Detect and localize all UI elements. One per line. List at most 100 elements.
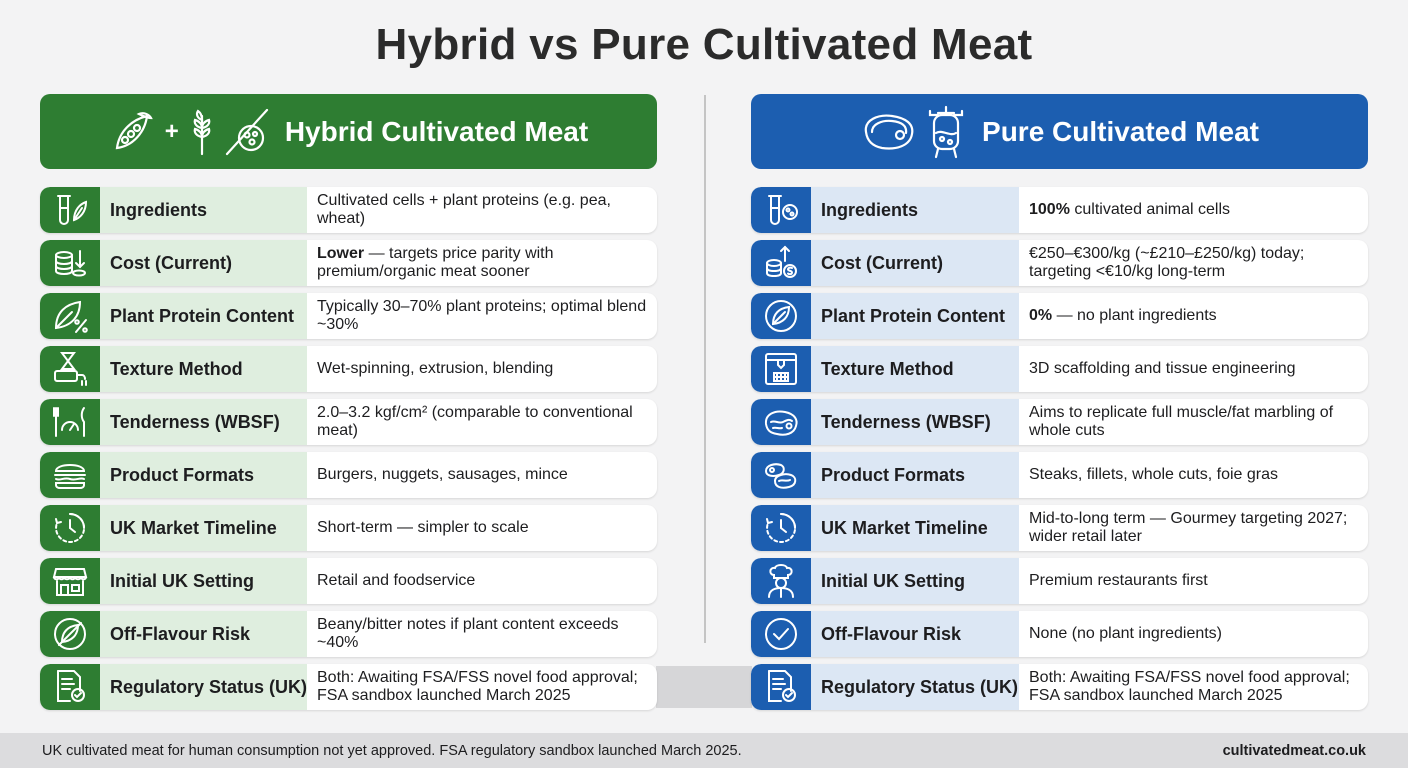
- store-icon: [40, 558, 100, 604]
- pure-row-regulatory: Regulatory Status (UK) Both: Awaiting FS…: [751, 664, 1368, 710]
- row-value: Burgers, nuggets, sausages, mince: [317, 466, 568, 483]
- pure-row-off-flavour: Off-Flavour Risk None (no plant ingredie…: [751, 611, 1368, 657]
- row-value: Typically 30–70% plant proteins; optimal…: [317, 298, 647, 333]
- row-value: 2.0–3.2 kgf/cm² (comparable to conventio…: [317, 404, 633, 439]
- row-label: UK Market Timeline: [811, 505, 1019, 551]
- pure-header: Pure Cultivated Meat: [751, 94, 1368, 169]
- pure-row-setting: Initial UK Setting Premium restaurants f…: [751, 558, 1368, 604]
- hybrid-row-plant-protein: Plant Protein Content Typically 30–70% p…: [40, 293, 657, 339]
- hybrid-row-ingredients: Ingredients Cultivated cells + plant pro…: [40, 187, 657, 233]
- row-value: €250–€300/kg (~£210–£250/kg) today; targ…: [1029, 245, 1305, 280]
- marbled-steak-icon: [751, 399, 811, 445]
- pure-header-icons: [860, 105, 966, 159]
- row-label: Product Formats: [100, 452, 307, 498]
- row-label: Regulatory Status (UK): [100, 664, 307, 710]
- no-leaf-icon: [40, 611, 100, 657]
- row-label: Tenderness (WBSF): [100, 399, 307, 445]
- pure-title: Pure Cultivated Meat: [982, 115, 1259, 147]
- hybrid-row-cost: Cost (Current) Lower — targets price par…: [40, 240, 657, 286]
- test-tube-leaf-icon: [40, 187, 100, 233]
- row-value: None (no plant ingredients): [1029, 625, 1223, 642]
- clock-icon: [751, 505, 811, 551]
- row-label: Texture Method: [811, 346, 1019, 392]
- row-value: Lower — targets price parity with premiu…: [317, 245, 554, 280]
- leaf-percent-icon: [40, 293, 100, 339]
- row-value: 3D scaffolding and tissue engineering: [1029, 360, 1296, 377]
- row-value: Steaks, fillets, whole cuts, foie gras: [1029, 466, 1278, 483]
- row-value: Both: Awaiting FSA/FSS novel food approv…: [317, 669, 638, 704]
- hybrid-header-icons: +: [109, 108, 269, 156]
- pure-row-formats: Product Formats Steaks, fillets, whole c…: [751, 452, 1368, 498]
- plus-sign: +: [164, 117, 179, 145]
- footer-note: UK cultivated meat for human consumption…: [42, 742, 742, 759]
- hybrid-header: + Hybrid Cultivated Meat: [40, 94, 657, 169]
- hybrid-title: Hybrid Cultivated Meat: [284, 115, 589, 147]
- pure-row-cost: Cost (Current) €250–€300/kg (~£210–£250/…: [751, 240, 1368, 286]
- pure-column: Pure Cultivated Meat Ingredients 100% cu…: [751, 94, 1368, 717]
- row-label: Cost (Current): [811, 240, 1019, 286]
- row-label: Regulatory Status (UK): [811, 664, 1019, 710]
- extruder-icon: [40, 346, 100, 392]
- row-label: Plant Protein Content: [811, 293, 1019, 339]
- wheat-icon: [187, 108, 217, 156]
- steak-icon: [860, 108, 918, 156]
- coins-down-icon: [40, 240, 100, 286]
- column-divider: [704, 95, 706, 643]
- hybrid-row-off-flavour: Off-Flavour Risk Beany/bitter notes if p…: [40, 611, 657, 657]
- shared-regulatory-bridge: [656, 666, 752, 708]
- cell-icon: [225, 108, 269, 156]
- test-tube-cell-icon: [751, 187, 811, 233]
- row-value: Cultivated cells + plant proteins (e.g. …: [317, 192, 611, 227]
- gauge-cutlery-icon: [40, 399, 100, 445]
- pure-rows: Ingredients 100% cultivated animal cells…: [751, 187, 1368, 710]
- row-value: Both: Awaiting FSA/FSS novel food approv…: [1029, 669, 1350, 704]
- document-badge-icon: [751, 664, 811, 710]
- row-value: Aims to replicate full muscle/fat marbli…: [1029, 404, 1334, 439]
- pea-pod-icon: [109, 108, 157, 156]
- document-badge-icon: [40, 664, 100, 710]
- row-value: 0% — no plant ingredients: [1029, 307, 1217, 324]
- footer-site-link[interactable]: cultivatedmeat.co.uk: [1222, 742, 1366, 759]
- hybrid-row-formats: Product Formats Burgers, nuggets, sausag…: [40, 452, 657, 498]
- row-label: Off-Flavour Risk: [811, 611, 1019, 657]
- row-label: Texture Method: [100, 346, 307, 392]
- hybrid-row-tenderness: Tenderness (WBSF) 2.0–3.2 kgf/cm² (compa…: [40, 399, 657, 445]
- row-value: Mid-to-long term — Gourmey targeting 202…: [1029, 510, 1348, 545]
- hybrid-row-regulatory: Regulatory Status (UK) Both: Awaiting FS…: [40, 664, 657, 710]
- check-circle-icon: [751, 611, 811, 657]
- row-value: 100% cultivated animal cells: [1029, 201, 1230, 218]
- chef-icon: [751, 558, 811, 604]
- row-label: UK Market Timeline: [100, 505, 307, 551]
- steaks-icon: [751, 452, 811, 498]
- row-label: Product Formats: [811, 452, 1019, 498]
- row-label: Initial UK Setting: [100, 558, 307, 604]
- pure-row-texture: Texture Method 3D scaffolding and tissue…: [751, 346, 1368, 392]
- row-value: Retail and foodservice: [317, 572, 476, 589]
- row-label: Tenderness (WBSF): [811, 399, 1019, 445]
- row-label: Off-Flavour Risk: [100, 611, 307, 657]
- burger-icon: [40, 452, 100, 498]
- row-value: Beany/bitter notes if plant content exce…: [317, 616, 619, 651]
- footer-bar: UK cultivated meat for human consumption…: [0, 733, 1408, 768]
- row-label: Plant Protein Content: [100, 293, 307, 339]
- row-label: Initial UK Setting: [811, 558, 1019, 604]
- page-title: Hybrid vs Pure Cultivated Meat: [375, 20, 1033, 69]
- row-label: Cost (Current): [100, 240, 307, 286]
- bioreactor-icon: [926, 105, 966, 159]
- pure-row-tenderness: Tenderness (WBSF) Aims to replicate full…: [751, 399, 1368, 445]
- pure-row-timeline: UK Market Timeline Mid-to-long term — Go…: [751, 505, 1368, 551]
- clock-icon: [40, 505, 100, 551]
- row-value: Premium restaurants first: [1029, 572, 1208, 589]
- row-label: Ingredients: [100, 187, 307, 233]
- pure-row-plant-protein: Plant Protein Content 0% — no plant ingr…: [751, 293, 1368, 339]
- row-value: Wet-spinning, extrusion, blending: [317, 360, 554, 377]
- row-value: Short-term — simpler to scale: [317, 519, 529, 536]
- coins-up-icon: [751, 240, 811, 286]
- scaffold-printer-icon: [751, 346, 811, 392]
- leaf-icon: [751, 293, 811, 339]
- row-label: Ingredients: [811, 187, 1019, 233]
- hybrid-row-setting: Initial UK Setting Retail and foodservic…: [40, 558, 657, 604]
- pure-row-ingredients: Ingredients 100% cultivated animal cells: [751, 187, 1368, 233]
- hybrid-rows: Ingredients Cultivated cells + plant pro…: [40, 187, 657, 710]
- hybrid-row-texture: Texture Method Wet-spinning, extrusion, …: [40, 346, 657, 392]
